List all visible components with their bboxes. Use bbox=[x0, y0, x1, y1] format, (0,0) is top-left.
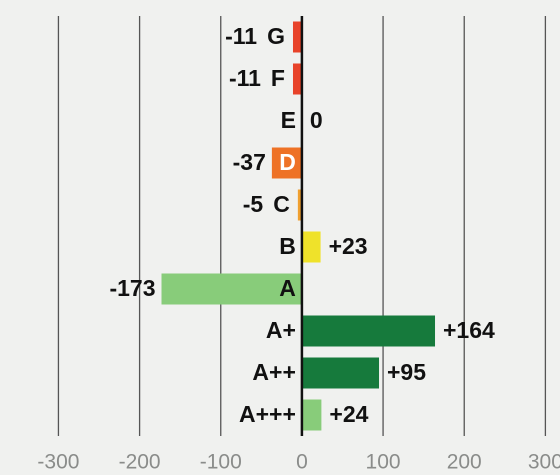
category-label: B bbox=[279, 233, 296, 259]
category-label: E bbox=[281, 107, 296, 133]
value-label: +164 bbox=[443, 317, 495, 343]
category-label: A+ bbox=[266, 317, 296, 343]
value-label: -37 bbox=[233, 149, 266, 175]
category-label: G bbox=[267, 23, 285, 49]
bar bbox=[301, 357, 380, 389]
x-tick-label: -200 bbox=[119, 451, 161, 474]
category-label: A bbox=[279, 275, 296, 301]
value-label: -173 bbox=[109, 275, 155, 301]
category-label: F bbox=[271, 65, 285, 91]
bar bbox=[161, 273, 302, 305]
value-label: -5 bbox=[243, 191, 264, 217]
bar bbox=[301, 231, 321, 263]
x-tick-label: 300 bbox=[528, 451, 560, 474]
value-label: +24 bbox=[329, 401, 368, 427]
category-label: A++ bbox=[252, 359, 295, 385]
value-label: +95 bbox=[387, 359, 426, 385]
x-tick-label: 100 bbox=[366, 451, 401, 474]
bar bbox=[301, 315, 436, 347]
x-tick-label: 200 bbox=[447, 451, 482, 474]
bar bbox=[301, 399, 322, 431]
x-tick-label: -300 bbox=[37, 451, 79, 474]
bar bbox=[292, 21, 302, 53]
bar bbox=[292, 63, 302, 95]
category-label: A+++ bbox=[239, 401, 296, 427]
x-tick-label: -100 bbox=[200, 451, 242, 474]
bar bbox=[271, 147, 302, 179]
category-label: C bbox=[273, 191, 290, 217]
value-label: 0 bbox=[310, 107, 323, 133]
x-tick-label: 0 bbox=[296, 451, 308, 474]
value-label: -11 bbox=[229, 65, 261, 91]
bar bbox=[297, 189, 302, 221]
value-label: -11 bbox=[225, 23, 257, 49]
category-label: D bbox=[279, 149, 296, 175]
value-label: +23 bbox=[329, 233, 368, 259]
